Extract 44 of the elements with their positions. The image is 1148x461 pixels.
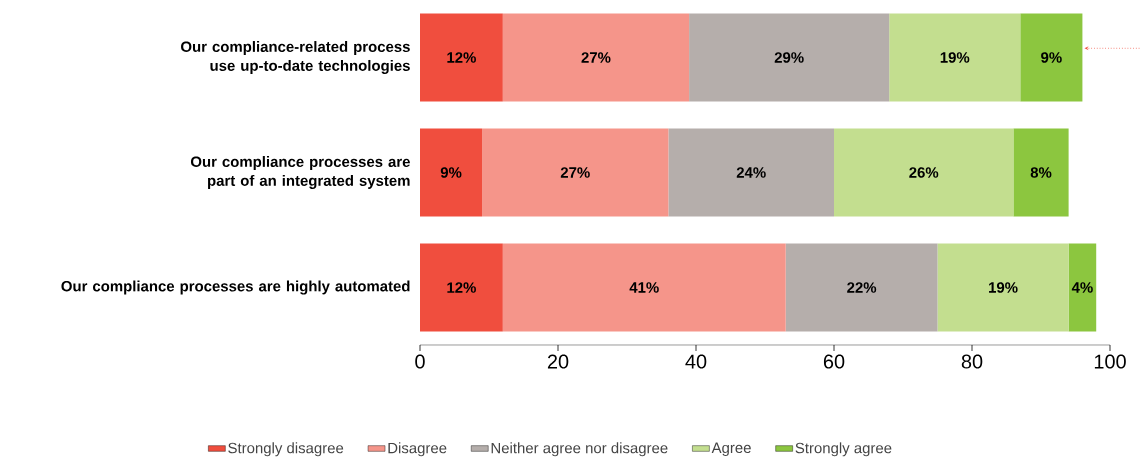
x-tick-label: 100 [1094, 354, 1126, 369]
bar [502, 13, 690, 102]
bar [889, 13, 1021, 102]
bar [834, 128, 1014, 217]
legend-label: Strongly disagree [228, 442, 344, 457]
data-label: 8% [1030, 167, 1052, 178]
x-tick-label: 40 [685, 354, 707, 369]
bar [502, 243, 786, 332]
bar [689, 13, 890, 102]
legend-label: Strongly agree [795, 442, 892, 457]
data-label: 9% [440, 167, 462, 178]
y-tick-label: Our compliance-related process use up-to-date technologies [181, 41, 410, 74]
x-tick-label: 80 [961, 354, 983, 369]
x-tick-label: 0 [415, 354, 425, 369]
data-label: 19% [989, 282, 1018, 293]
data-label: 27% [560, 167, 590, 178]
data-label: 12% [447, 52, 476, 63]
bar [1013, 128, 1069, 217]
data-label: 29% [774, 52, 804, 63]
data-label: 4% [1071, 282, 1093, 293]
data-label: 27% [581, 52, 611, 63]
bar [1020, 13, 1083, 102]
data-label: 24% [736, 167, 766, 178]
y-tick-label: Our compliance processes are highly automated [61, 280, 410, 295]
bar [785, 243, 938, 332]
data-label: 12% [447, 282, 476, 293]
y-tick-label: Our compliance processes are part of an integrated system [190, 156, 410, 189]
bar [482, 128, 669, 217]
data-label: 41% [629, 282, 659, 293]
bar [420, 243, 503, 332]
bar [420, 128, 483, 217]
x-tick-label: 60 [823, 354, 845, 369]
legend-label: Agree [711, 442, 751, 456]
data-label: 22% [847, 282, 877, 293]
x-tick-label: 20 [547, 354, 569, 369]
data-label: 19% [940, 52, 970, 63]
legend-label: Disagree [388, 442, 447, 457]
bar [937, 243, 1069, 332]
bar [668, 128, 834, 217]
bar [1068, 243, 1097, 332]
legend-label: Neither agree nor disagree [491, 442, 668, 457]
data-label: 26% [909, 167, 939, 178]
bar [420, 13, 503, 102]
data-label: 9% [1041, 52, 1062, 63]
